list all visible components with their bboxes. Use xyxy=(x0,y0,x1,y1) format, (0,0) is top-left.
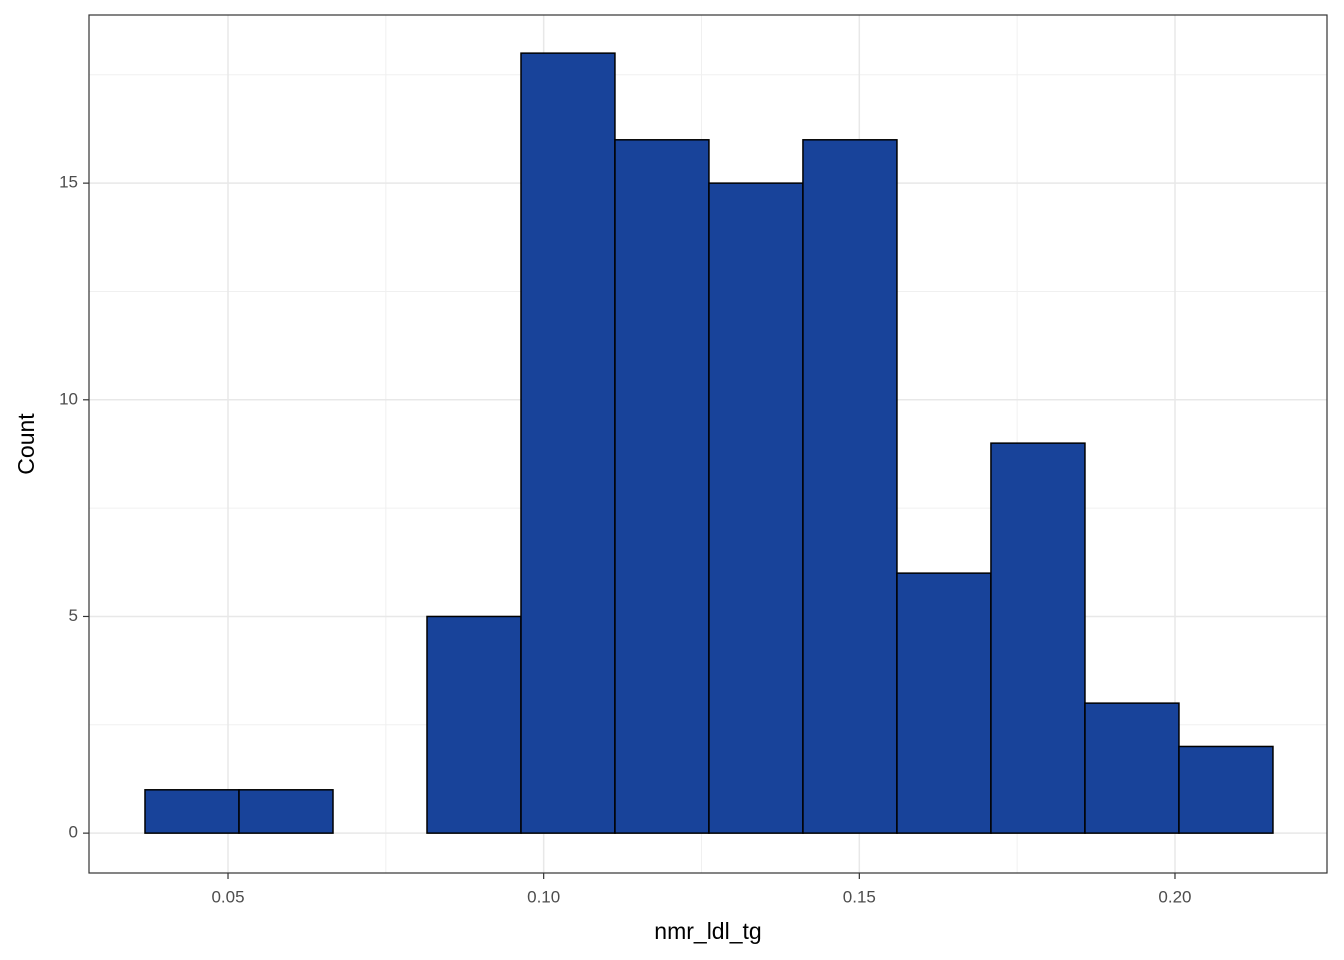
bar xyxy=(1084,702,1180,834)
x-tick-label: 0.15 xyxy=(843,887,876,906)
plot-border xyxy=(88,14,1328,874)
bar xyxy=(708,182,804,834)
bar xyxy=(614,139,710,834)
bar xyxy=(896,572,992,834)
y-tick-label: 0 xyxy=(69,823,78,842)
bar xyxy=(1178,745,1274,834)
bar xyxy=(426,615,522,834)
bar xyxy=(802,139,898,834)
x-tick-label: 0.10 xyxy=(527,887,560,906)
x-tick-label: 0.20 xyxy=(1158,887,1191,906)
y-tick-label: 10 xyxy=(59,389,78,408)
bar xyxy=(238,789,334,834)
bar xyxy=(990,442,1086,834)
x-tick-label: 0.05 xyxy=(211,887,244,906)
x-axis-title: nmr_ldl_tg xyxy=(654,918,761,944)
y-axis-title: Count xyxy=(13,413,39,475)
bar xyxy=(144,789,240,834)
bar xyxy=(520,52,616,834)
y-tick-label: 5 xyxy=(69,606,78,625)
y-tick-label: 15 xyxy=(59,173,78,192)
